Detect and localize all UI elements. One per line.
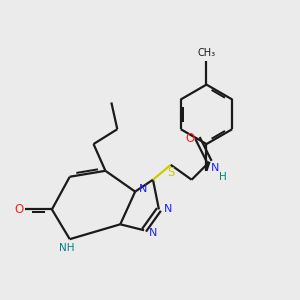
Text: N: N [211,163,220,173]
Text: N: N [149,228,157,238]
Text: N: N [164,204,172,214]
Text: N: N [138,184,147,194]
Text: S: S [167,166,175,179]
Text: H: H [219,172,227,182]
Text: O: O [15,203,24,216]
Text: CH₃: CH₃ [197,48,215,59]
Text: NH: NH [59,243,74,253]
Text: O: O [185,132,195,145]
